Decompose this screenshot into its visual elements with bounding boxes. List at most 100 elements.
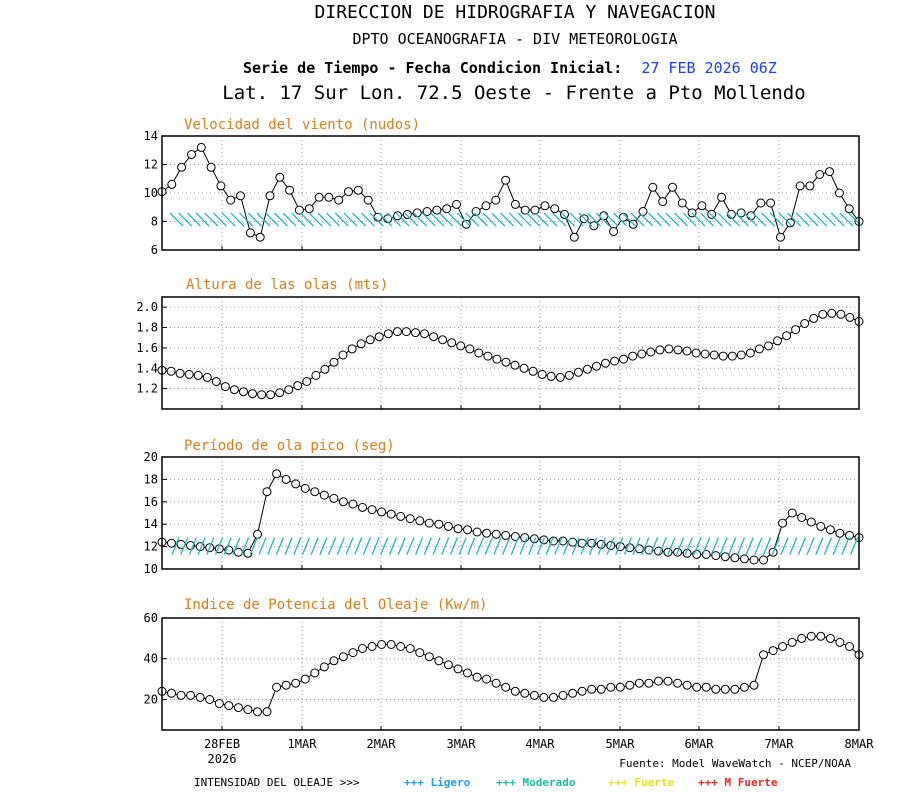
data-point xyxy=(177,162,187,172)
panel-wave-height: Altura de las olas (mts) 1.2 1.4 1.6 1.8 2.0 xyxy=(136,277,864,410)
wave-arrow xyxy=(249,537,258,555)
wind-arrow xyxy=(360,212,375,227)
data-point xyxy=(601,358,610,368)
wind-arrow xyxy=(665,212,680,227)
wind-arrow xyxy=(813,212,828,227)
wind-arrow xyxy=(413,212,428,227)
wind-arrow xyxy=(221,212,236,227)
wave-arrow xyxy=(441,537,450,555)
data-point xyxy=(206,162,216,172)
data-point xyxy=(806,517,816,527)
data-point xyxy=(835,528,845,538)
data-point xyxy=(226,195,236,205)
y-tick-label: 6 xyxy=(151,243,158,257)
y-tick-label: 60 xyxy=(144,611,158,625)
data-point xyxy=(374,332,384,342)
wind-arrow xyxy=(735,212,749,227)
wind-arrow xyxy=(300,212,314,227)
data-point xyxy=(528,366,538,376)
data-point xyxy=(392,327,402,337)
header-line-3-date: 27 FEB 2026 06Z xyxy=(641,59,776,77)
data-point xyxy=(646,347,656,357)
x-tick-label: 2MAR xyxy=(367,737,397,751)
y-tick-label: 14 xyxy=(144,129,158,143)
wave-arrow xyxy=(519,537,528,555)
data-point xyxy=(691,348,701,358)
data-point xyxy=(243,705,253,715)
wind-arrow xyxy=(421,212,436,227)
wind-arrow xyxy=(804,212,819,227)
wind-arrow xyxy=(213,212,227,227)
x-tick-label: 7MAR xyxy=(765,737,795,751)
data-point xyxy=(700,349,710,359)
wave-arrow xyxy=(719,537,728,555)
data-point xyxy=(717,192,727,202)
data-point xyxy=(720,552,730,562)
header-line-1: DIRECCION DE HIDROGRAFIA Y NAVEGACION xyxy=(315,2,716,23)
data-point xyxy=(420,329,429,339)
wave-arrow xyxy=(214,537,224,555)
wave-arrow xyxy=(580,537,589,555)
legend-ligero: +++ Ligero xyxy=(404,776,471,789)
data-point xyxy=(447,338,457,348)
panel-title-peak-period: Período de ola pico (seg) xyxy=(184,438,395,454)
data-point xyxy=(825,525,835,535)
wave-arrow xyxy=(736,537,746,555)
header-line-3: Serie de Tiempo - Fecha Condicion Inicia… xyxy=(243,59,777,77)
data-point xyxy=(334,195,344,205)
data-point xyxy=(456,341,466,351)
wind-arrow xyxy=(265,212,280,227)
wind-arrow xyxy=(743,212,758,227)
wind-arrow xyxy=(717,212,732,227)
data-point xyxy=(648,182,658,192)
wave-arrow xyxy=(606,537,615,555)
wind-arrow xyxy=(630,212,645,227)
legend-moderado: +++ Moderado xyxy=(496,776,576,789)
wind-arrow xyxy=(656,212,671,227)
panel-frame xyxy=(161,456,860,570)
data-point xyxy=(727,351,737,361)
data-point xyxy=(383,329,393,339)
data-point xyxy=(510,199,520,209)
data-point xyxy=(539,692,549,702)
wind-arrow xyxy=(491,212,506,227)
data-point xyxy=(245,228,255,238)
data-point xyxy=(549,692,558,702)
data-point xyxy=(442,204,452,214)
wave-arrow xyxy=(467,537,476,555)
data-point xyxy=(834,188,844,198)
data-point xyxy=(818,309,828,319)
legend-label: INTENSIDAD DEL OLEAJE >>> xyxy=(194,776,360,789)
data-point xyxy=(405,514,415,524)
wind-arrow xyxy=(604,212,619,227)
data-point xyxy=(257,390,267,400)
wind-arrow xyxy=(465,212,480,227)
data-point xyxy=(319,490,329,500)
data-point xyxy=(229,385,239,395)
data-point xyxy=(550,204,560,214)
wind-arrow xyxy=(822,212,836,227)
data-point xyxy=(628,351,638,361)
wind-arrow xyxy=(395,212,410,227)
wave-arrow xyxy=(180,537,189,555)
data-point xyxy=(592,361,601,371)
data-point xyxy=(272,682,282,692)
wind-arrow xyxy=(517,212,532,227)
data-point xyxy=(367,505,377,515)
data-point xyxy=(501,682,511,692)
data-point xyxy=(363,195,373,205)
data-point xyxy=(805,181,815,191)
wave-arrow xyxy=(528,537,537,555)
data-point xyxy=(582,364,592,374)
wind-arrow xyxy=(595,212,610,227)
wave-arrow xyxy=(849,537,859,555)
data-point xyxy=(718,351,728,361)
data-point xyxy=(664,344,674,354)
data-point xyxy=(402,209,412,219)
data-point xyxy=(393,211,403,221)
wind-arrow xyxy=(543,212,558,227)
data-point xyxy=(195,692,205,702)
data-point xyxy=(766,198,776,208)
data-point xyxy=(463,525,472,535)
